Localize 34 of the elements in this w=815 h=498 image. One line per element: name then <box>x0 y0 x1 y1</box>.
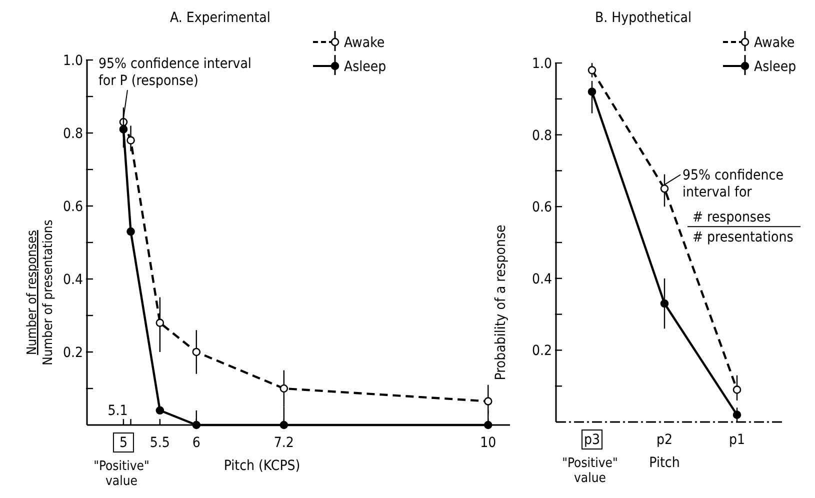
legend-label: Awake <box>344 35 385 51</box>
y-axis-title: Probability of a response <box>493 224 509 380</box>
y-tick-label: 0.8 <box>62 126 83 142</box>
legend-label: Asleep <box>344 59 386 75</box>
y-tick-label: 0.6 <box>532 200 552 216</box>
chart-title: B. Hypothetical <box>595 10 692 26</box>
x-tick-label: 5.5 <box>150 435 170 451</box>
y-axis-title: Number of responses Number of presentations <box>25 220 56 366</box>
annotation: 95% confidence interval for P (response) <box>98 56 252 90</box>
y-tick-label: 0.6 <box>62 199 83 215</box>
annotation: 5.1 <box>108 403 128 419</box>
x-tick-label: p1 <box>728 432 746 448</box>
text: "Positive" value <box>562 456 618 486</box>
y-tick-label: 0.2 <box>532 343 552 360</box>
y-tick-label: 0.4 <box>532 271 552 288</box>
annotation: 95% confidence interval for <box>682 168 784 201</box>
chart-title: A. Experimental <box>170 10 270 26</box>
x-tick-label: 6 <box>192 435 200 451</box>
legend-label: Asleep <box>754 59 796 75</box>
x-tick-label: 7.2 <box>274 435 294 451</box>
text: "Positive" value <box>94 459 150 489</box>
y-tick-label: 1.0 <box>62 53 83 69</box>
y-tick-label: 1.0 <box>532 56 552 72</box>
legend-label: Awake <box>754 35 795 51</box>
x-tick-label: 5 <box>119 435 128 451</box>
annotation: # responses <box>692 210 771 226</box>
x-tick-label: 10 <box>480 435 496 451</box>
y-tick-label: 0.2 <box>62 345 83 361</box>
x-axis-title: Pitch <box>649 455 680 471</box>
x-tick-label: p2 <box>656 432 673 448</box>
y-tick-label: 0.8 <box>532 128 552 144</box>
x-axis-title: Pitch (KCPS) <box>224 458 300 474</box>
y-tick-label: 0.4 <box>62 272 83 288</box>
annotation: # presentations <box>692 230 794 246</box>
